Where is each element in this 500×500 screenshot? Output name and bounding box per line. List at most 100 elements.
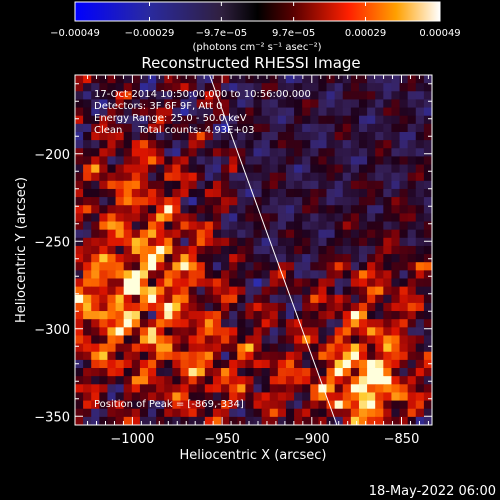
heatmap-cell <box>415 294 425 304</box>
heatmap-cell <box>99 376 108 385</box>
heatmap-cell <box>164 286 173 296</box>
heatmap-cell <box>180 359 189 369</box>
heatmap-cell <box>131 416 141 425</box>
heatmap-cell <box>269 123 279 133</box>
heatmap-cell <box>83 237 92 247</box>
heatmap-cell <box>407 148 417 157</box>
heatmap-cell <box>188 245 198 255</box>
heatmap-cell <box>245 221 254 231</box>
heatmap-cell <box>148 400 157 410</box>
heatmap-cell <box>253 392 263 401</box>
heatmap-cell <box>196 148 206 157</box>
heatmap-cell <box>375 148 384 157</box>
heatmap-cell <box>229 180 238 190</box>
heatmap-cell <box>212 164 222 174</box>
heatmap-cell <box>253 131 263 141</box>
heatmap-cell <box>172 140 181 149</box>
heatmap-cell <box>277 286 287 296</box>
heatmap-cell <box>221 123 230 133</box>
heatmap-cell <box>269 294 279 304</box>
heatmap-cell <box>131 205 141 214</box>
heatmap-cell <box>221 368 230 377</box>
heatmap-cell <box>358 392 368 401</box>
heatmap-cell <box>285 91 295 100</box>
heatmap-cell <box>399 286 409 296</box>
heatmap-cell <box>237 262 246 271</box>
heatmap-cell <box>229 376 238 385</box>
heatmap-cell <box>310 131 319 141</box>
heatmap-cell <box>407 164 417 174</box>
heatmap-cell <box>407 197 417 206</box>
heatmap-cell <box>261 408 271 418</box>
heatmap-cell <box>107 197 116 206</box>
heatmap-cell <box>188 311 198 320</box>
heatmap-cell <box>415 205 425 214</box>
heatmap-cell <box>285 83 295 92</box>
heatmap-cell <box>75 221 84 231</box>
heatmap-cell <box>131 319 141 328</box>
heatmap-cell <box>131 164 141 174</box>
heatmap-cell <box>350 140 360 149</box>
heatmap-cell <box>148 311 157 320</box>
heatmap-cell <box>269 180 279 190</box>
heatmap-cell <box>391 229 400 239</box>
heatmap-cell <box>221 205 230 214</box>
heatmap-cell <box>83 335 92 345</box>
heatmap-cell <box>367 229 376 239</box>
heatmap-cell <box>115 188 125 198</box>
heatmap-cell <box>350 123 360 133</box>
heatmap-cell <box>164 75 173 84</box>
heatmap-cell <box>358 140 368 149</box>
heatmap-cell <box>350 91 360 100</box>
heatmap-cell <box>83 311 92 320</box>
heatmap-cell <box>367 400 376 410</box>
colorbar-ticks: −0.00049 −0.00029 −9.7e−05 9.7e−05 0.00029 0.… <box>50 2 461 39</box>
heatmap-cell <box>91 115 100 125</box>
heatmap-cell <box>131 107 141 117</box>
heatmap-cell <box>399 99 409 108</box>
heatmap-cell <box>91 213 100 222</box>
heatmap-cell <box>334 205 344 214</box>
heatmap-cell <box>261 180 271 190</box>
heatmap-cell <box>188 237 198 247</box>
heatmap-cell <box>237 237 246 247</box>
heatmap-cell <box>131 123 141 133</box>
heatmap-cell <box>107 368 116 377</box>
heatmap-cell <box>310 148 319 157</box>
heatmap-cell <box>131 302 141 312</box>
heatmap-cell <box>188 302 198 312</box>
heatmap-cell <box>294 400 303 410</box>
heatmap-cell <box>212 384 222 393</box>
heatmap-cell <box>342 164 352 174</box>
heatmap-cell <box>188 205 198 214</box>
heatmap-cell <box>188 286 198 296</box>
heatmap-cell <box>188 172 198 182</box>
heatmap-cell <box>391 221 400 231</box>
heatmap-cell <box>415 164 425 174</box>
heatmap-cell <box>164 416 173 425</box>
heatmap-cell <box>383 75 392 84</box>
heatmap-cell <box>334 172 344 182</box>
heatmap-cell <box>334 327 344 336</box>
heatmap-cell <box>342 294 352 304</box>
heatmap-cell <box>139 343 149 353</box>
heatmap-cell <box>221 294 230 304</box>
heatmap-cell <box>310 294 319 304</box>
heatmap-cell <box>375 197 384 206</box>
heatmap-cell <box>107 140 116 149</box>
heatmap-cell <box>99 237 108 247</box>
heatmap-cell <box>196 416 206 425</box>
heatmap-cell <box>212 294 222 304</box>
heatmap-cell <box>423 278 432 288</box>
heatmap-cell <box>277 245 287 255</box>
heatmap-cell <box>237 302 246 312</box>
heatmap-cell <box>172 302 181 312</box>
heatmap-cell <box>358 115 368 125</box>
heatmap-cell <box>294 408 303 418</box>
heatmap-cell <box>302 91 311 100</box>
heatmap-cell <box>237 335 246 345</box>
heatmap-cell <box>196 123 206 133</box>
heatmap-cell <box>423 140 432 149</box>
heatmap-cell <box>358 368 368 377</box>
heatmap-cell <box>407 408 417 418</box>
